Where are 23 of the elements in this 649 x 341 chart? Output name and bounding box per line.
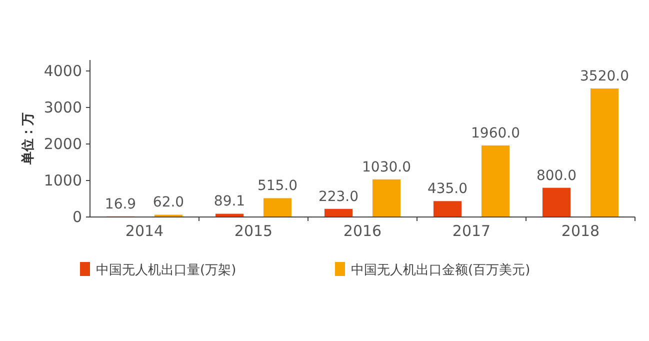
y-tick-label: 2000: [44, 134, 82, 153]
data-label: 3520.0: [580, 68, 629, 84]
x-tick-label: 2017: [452, 222, 491, 240]
data-label: 223.0: [318, 188, 359, 205]
y-tick-label: 0: [72, 208, 82, 226]
legend-label: 中国无人机出口量(万架): [96, 263, 236, 278]
y-tick-label: 3000: [44, 98, 82, 116]
data-label: 800.0: [536, 168, 577, 184]
legend-label: 中国无人机出口金额(百万美元): [351, 262, 530, 278]
data-label: 515.0: [257, 178, 298, 194]
data-label: 16.9: [104, 196, 136, 212]
data-label: 89.1: [214, 194, 246, 210]
y-tick-label: 4000: [44, 62, 82, 80]
y-axis-title: 单位：万: [20, 112, 36, 166]
data-label: 1030.0: [362, 159, 411, 176]
x-tick-label: 2018: [561, 222, 600, 240]
x-tick-label: 2016: [343, 222, 382, 240]
x-tick-label: 2015: [234, 222, 273, 240]
x-tick-label: 2014: [125, 222, 164, 240]
y-tick-label: 1000: [44, 171, 82, 190]
data-label: 1960.0: [471, 125, 520, 142]
data-label: 62.0: [152, 194, 184, 211]
data-label: 435.0: [427, 181, 468, 198]
